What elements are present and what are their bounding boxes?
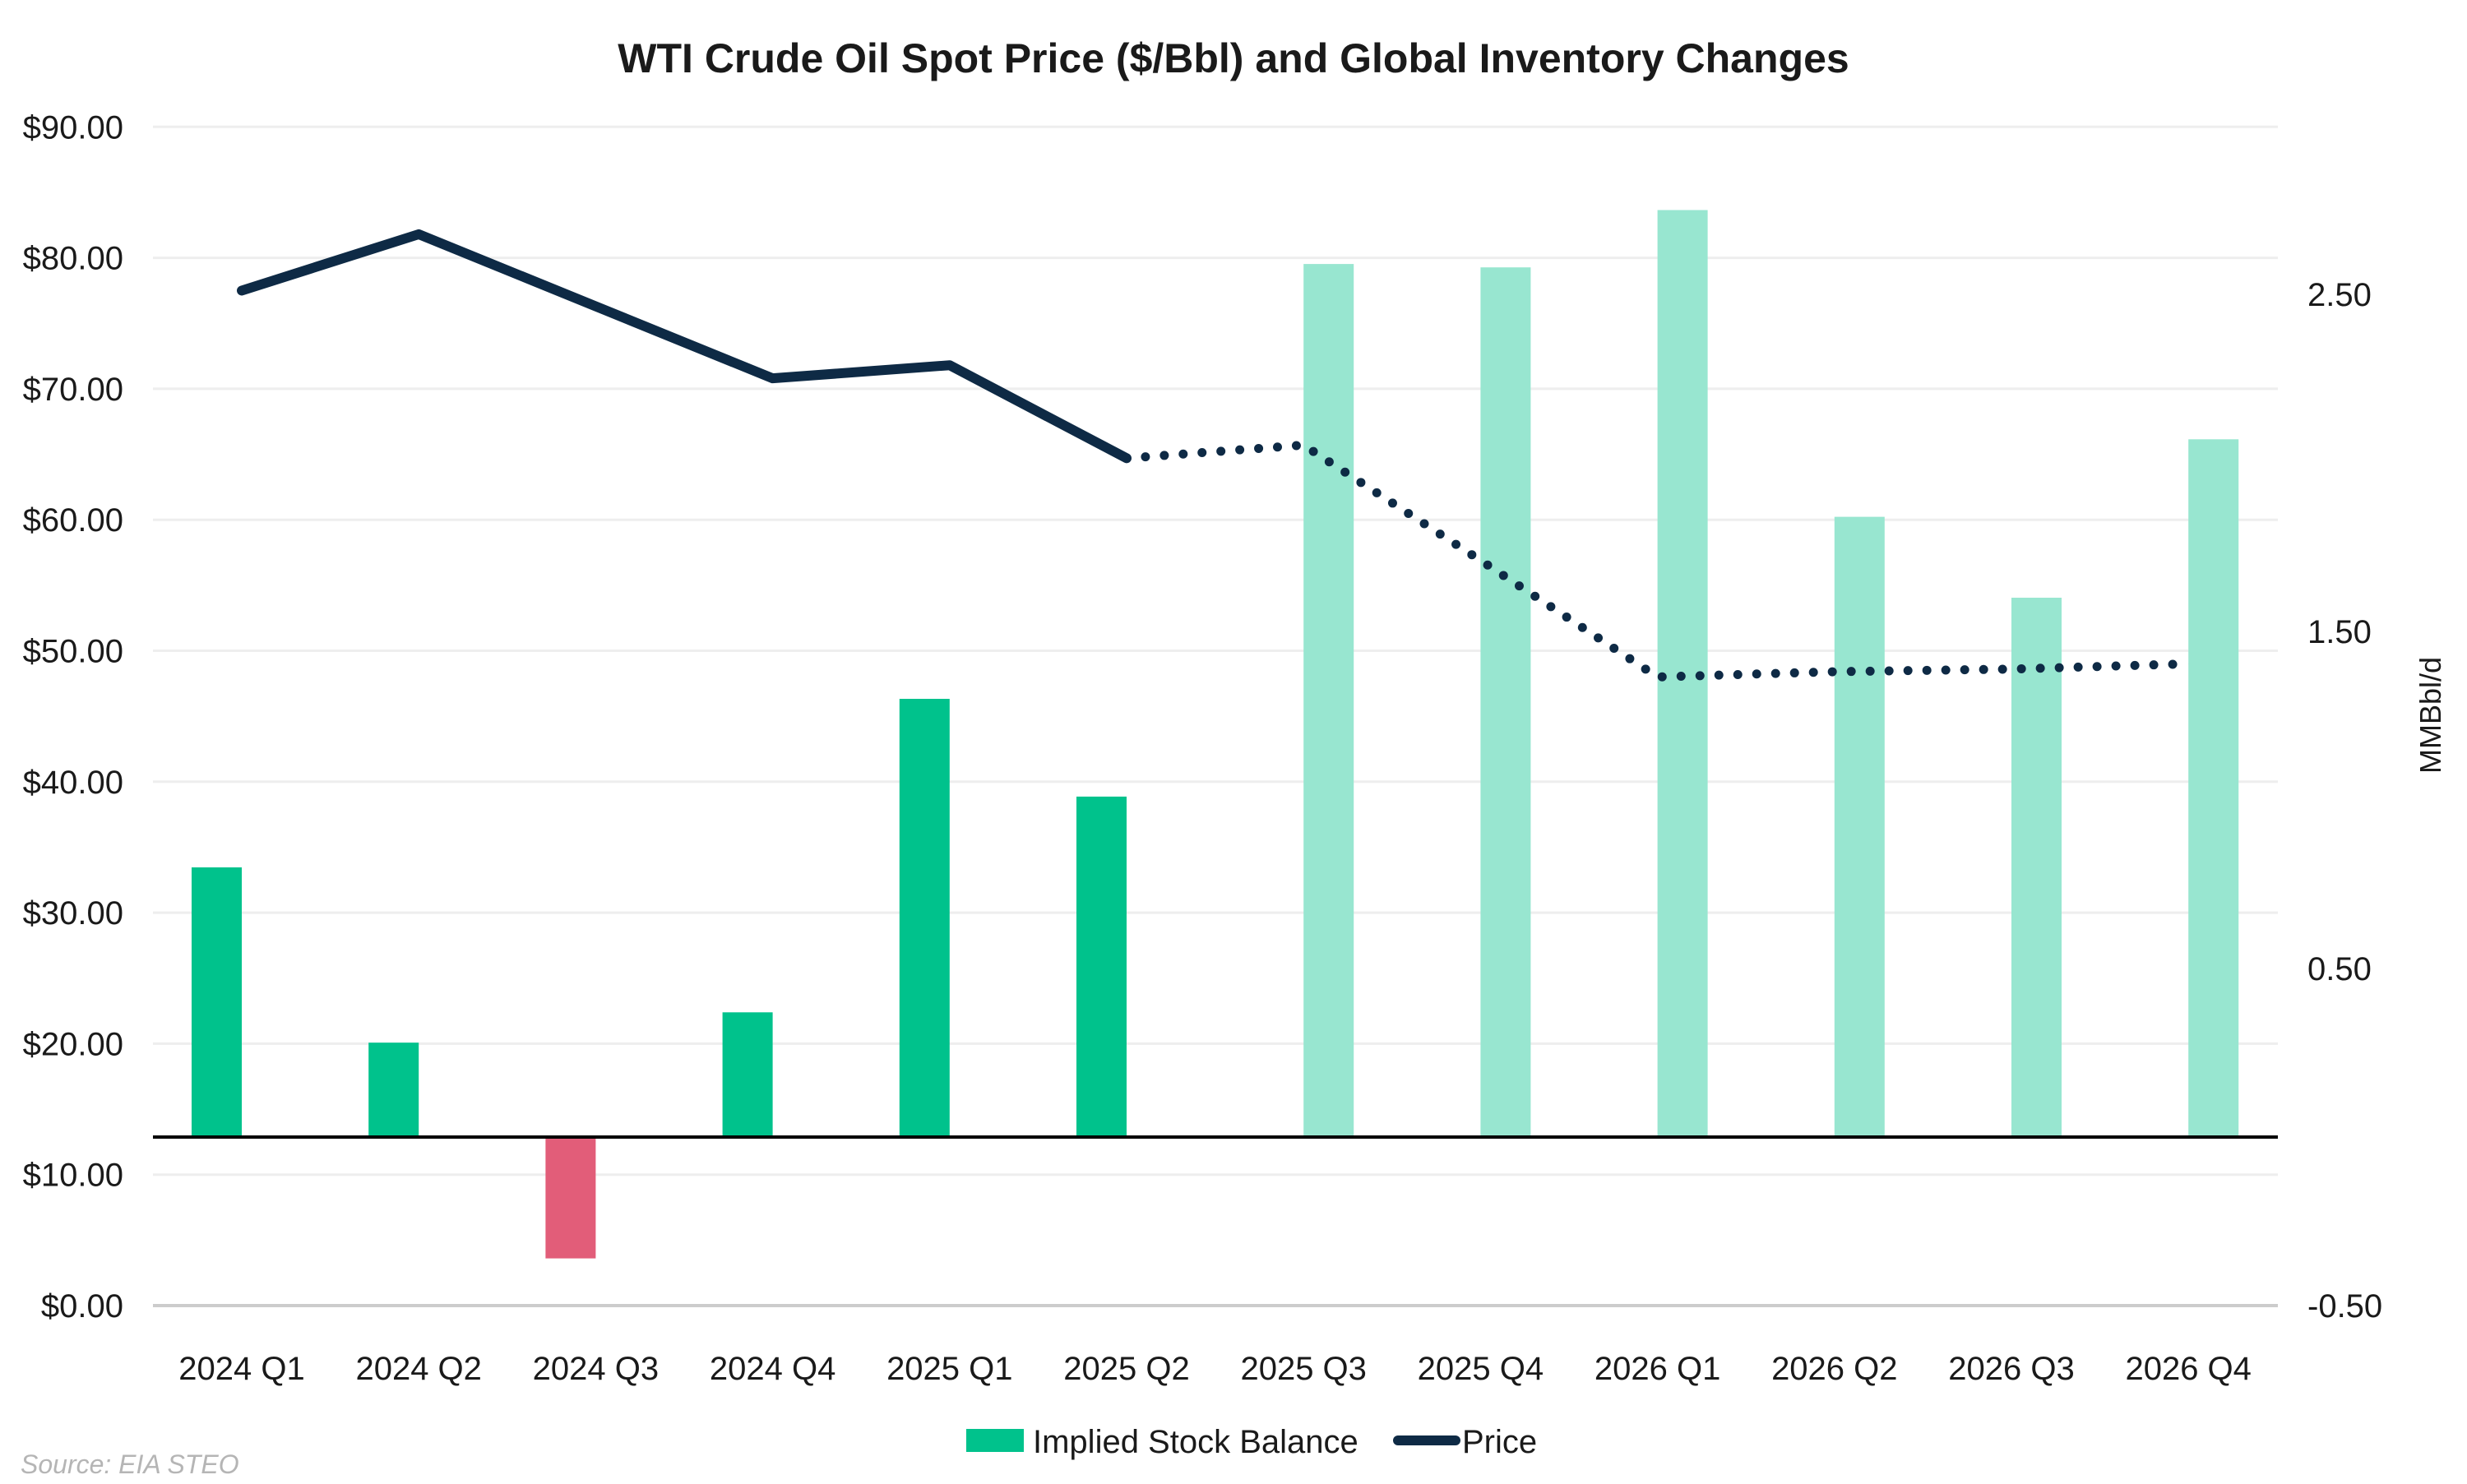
right-tick-label: 1.50 <box>2307 614 2372 650</box>
left-tick-label: $30.00 <box>23 895 123 932</box>
bar <box>1480 267 1530 1137</box>
x-tick-label: 2026 Q2 <box>1771 1351 1897 1387</box>
x-tick-label: 2025 Q1 <box>886 1351 1012 1387</box>
bar <box>1076 797 1127 1137</box>
price-line <box>242 234 2188 677</box>
source-note: Source: EIA STEO <box>21 1449 239 1479</box>
legend-swatch-stock-balance <box>966 1429 1024 1452</box>
right-tick-label: 2.50 <box>2307 277 2372 313</box>
x-tick-label: 2026 Q1 <box>1595 1351 1720 1387</box>
x-tick-label: 2025 Q2 <box>1063 1351 1189 1387</box>
left-tick-label: $80.00 <box>23 241 123 277</box>
bar <box>2011 598 2062 1137</box>
bar <box>900 699 950 1137</box>
bar <box>1835 517 1885 1137</box>
left-tick-label: $0.00 <box>41 1288 123 1325</box>
left-tick-label: $10.00 <box>23 1158 123 1194</box>
price-line-actual <box>242 234 1127 458</box>
left-tick-label: $60.00 <box>23 502 123 539</box>
x-tick-label: 2024 Q3 <box>533 1351 659 1387</box>
left-tick-label: $90.00 <box>23 109 123 146</box>
bar <box>368 1042 419 1137</box>
legend: Implied Stock Balance Price <box>966 1424 1537 1460</box>
x-tick-label: 2025 Q3 <box>1240 1351 1366 1387</box>
bar <box>545 1137 595 1259</box>
chart-title: WTI Crude Oil Spot Price ($/Bbl) and Glo… <box>618 35 1849 81</box>
left-tick-label: $70.00 <box>23 372 123 408</box>
right-tick-label: -0.50 <box>2307 1288 2382 1325</box>
legend-label-stock-balance: Implied Stock Balance <box>1033 1424 1358 1460</box>
legend-label-price: Price <box>1462 1424 1537 1460</box>
left-tick-label: $50.00 <box>23 634 123 670</box>
x-tick-label: 2026 Q4 <box>2125 1351 2251 1387</box>
x-tick-label: 2024 Q4 <box>710 1351 835 1387</box>
left-tick-label: $40.00 <box>23 765 123 801</box>
x-tick-label: 2025 Q4 <box>1418 1351 1544 1387</box>
bar <box>1303 264 1354 1137</box>
x-tick-label: 2026 Q3 <box>1948 1351 2074 1387</box>
left-tick-label: $20.00 <box>23 1026 123 1062</box>
gridlines <box>153 127 2278 1306</box>
bar <box>723 1012 773 1137</box>
bar <box>192 867 242 1137</box>
right-tick-label: 0.50 <box>2307 951 2372 987</box>
bar <box>2188 439 2238 1137</box>
bars <box>192 210 2238 1259</box>
x-tick-label: 2024 Q1 <box>178 1351 304 1387</box>
right-axis-label: MMBbl/d <box>2414 657 2447 774</box>
x-tick-label: 2024 Q2 <box>355 1351 481 1387</box>
